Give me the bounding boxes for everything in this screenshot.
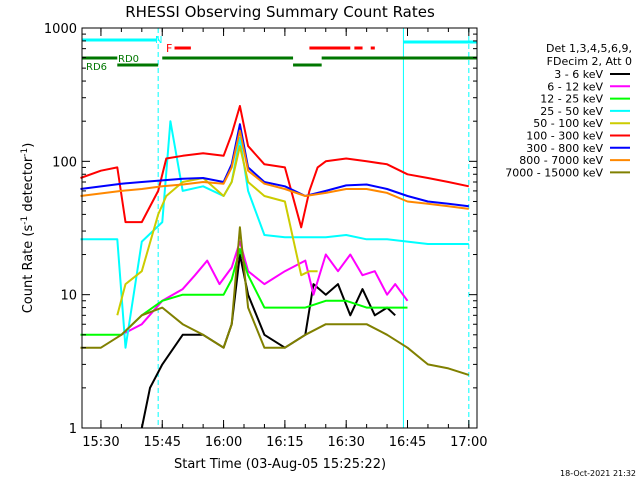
y-tick-label-1: 1 xyxy=(69,422,77,437)
flag-label-n: N xyxy=(155,35,162,46)
x-tick-label-6: 16:45 xyxy=(389,435,426,450)
legend-label-8: 800 - 7000 keV xyxy=(519,154,603,167)
series-line-9 xyxy=(80,226,470,376)
legend-label-5: 50 - 100 keV xyxy=(533,117,603,130)
x-tick-label-4: 16:15 xyxy=(266,435,303,450)
series-line-5 xyxy=(116,145,318,316)
series-line-6 xyxy=(80,105,470,229)
legend-header-line1: Det 1,3,4,5,6,9, xyxy=(546,42,632,55)
x-axis-label: Start Time (03-Aug-05 15:25:22) xyxy=(174,457,386,472)
y-tick-label-2: 10 xyxy=(60,289,77,304)
legend-label-1: 3 - 6 keV xyxy=(554,68,603,81)
plot-frame xyxy=(81,27,478,429)
x-tick-label-1: 15:30 xyxy=(82,435,119,450)
legend-label-6: 100 - 300 keV xyxy=(526,130,603,143)
legend-header-line2: FDecim 2, Att 0 xyxy=(547,55,632,68)
series-line-2 xyxy=(120,240,409,336)
legend-label-9: 7000 - 15000 keV xyxy=(505,166,603,179)
legend: Det 1,3,4,5,6,9, FDecim 2, Att 0 3 - 6 k… xyxy=(505,42,632,179)
legend-label-2: 6 - 12 keV xyxy=(547,80,603,93)
x-tick-label-5: 16:30 xyxy=(327,435,364,450)
series-line-8 xyxy=(80,129,469,210)
series-line-4 xyxy=(80,120,469,349)
series-line-1 xyxy=(140,253,396,429)
y-tick-label-4: 1000 xyxy=(44,22,77,37)
series-line-7 xyxy=(80,123,469,208)
x-tick-label-3: 16:00 xyxy=(205,435,242,450)
y-tick-label-3: 100 xyxy=(52,155,77,170)
x-tick-label-2: 15:45 xyxy=(144,435,181,450)
x-tick-label-7: 17:00 xyxy=(450,435,487,450)
chart-title: RHESSI Observing Summary Count Rates xyxy=(125,3,435,21)
legend-label-7: 300 - 800 keV xyxy=(526,142,603,155)
flag-label-rd6: RD6 xyxy=(86,62,107,73)
flag-label-f: F xyxy=(166,42,172,55)
plot-data xyxy=(80,28,477,429)
timestamp: 18-Oct-2021 21:32 xyxy=(560,469,636,478)
legend-label-3: 12 - 25 keV xyxy=(540,93,603,106)
y-axis-label: Count Rate (s-1 detector-1) xyxy=(20,143,36,314)
legend-label-4: 25 - 50 keV xyxy=(540,105,603,118)
axis-ticks: 1 10 100 1000 15:30 15:45 16:00 16:15 16:30 16:45… xyxy=(44,22,488,450)
flag-label-rd0: RD0 xyxy=(118,54,139,65)
